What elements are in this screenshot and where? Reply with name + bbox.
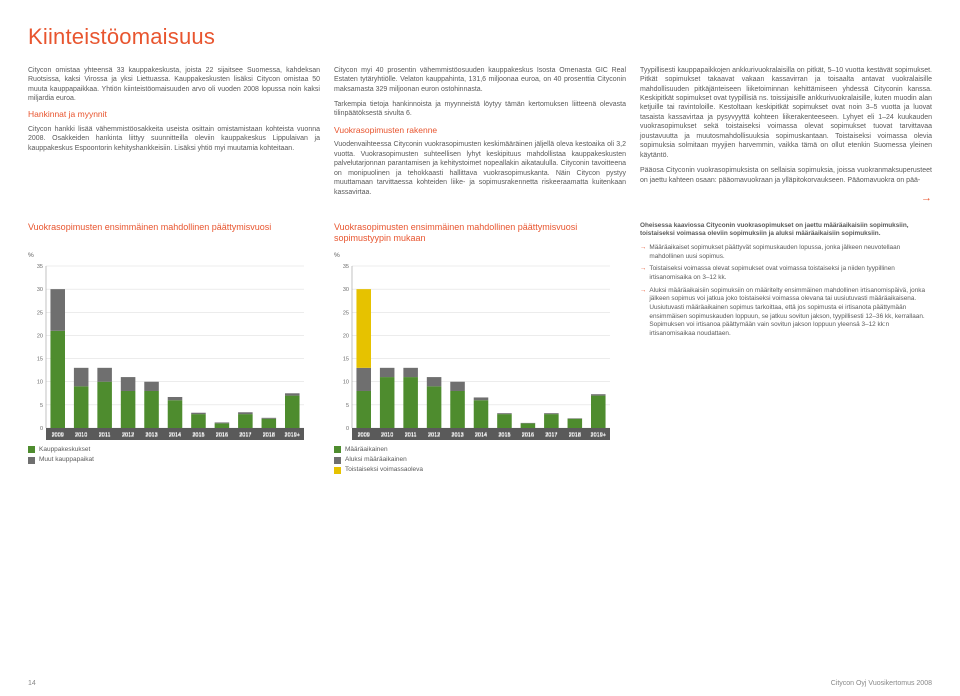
legend-label: Toistaiseksi voimassaoleva (345, 466, 423, 475)
svg-text:25: 25 (37, 310, 43, 316)
legend-item: Muut kauppapaikat (28, 456, 320, 465)
arrow-icon: → (640, 244, 646, 261)
svg-text:2011: 2011 (99, 432, 111, 438)
legend-swatch (334, 457, 341, 464)
col3-p1: Tyypillisesti kauppapaikkojen ankkurivuo… (640, 66, 932, 160)
svg-text:2014: 2014 (169, 432, 181, 438)
col2-p1: Citycon myi 40 prosentin vähemmistöosuud… (334, 66, 626, 94)
svg-text:30: 30 (343, 287, 349, 293)
column-1: Citycon omistaa yhteensä 33 kauppakeskus… (28, 66, 320, 206)
footer-right: Citycon Oyj Vuosikertomus 2008 (831, 679, 932, 688)
col1-p1: Citycon omistaa yhteensä 33 kauppakeskus… (28, 66, 320, 104)
text-columns: Citycon omistaa yhteensä 33 kauppakeskus… (28, 66, 932, 206)
chart2-block: Vuokrasopimusten ensimmäinen mahdollinen… (334, 222, 626, 477)
chart1-legend: KauppakeskuksetMuut kauppapaikat (28, 446, 320, 465)
sidebar-bullet: →Toistaiseksi voimassa olevat sopimukset… (640, 265, 932, 282)
svg-text:2018: 2018 (263, 432, 275, 438)
chart2-title: Vuokrasopimusten ensimmäinen mahdollinen… (334, 222, 626, 246)
legend-label: Määräaikainen (345, 446, 388, 455)
legend-swatch (28, 457, 35, 464)
legend-swatch (334, 446, 341, 453)
arrow-icon: → (640, 287, 646, 339)
svg-text:2015: 2015 (192, 432, 204, 438)
svg-text:20: 20 (343, 333, 349, 339)
page-title: Kiinteistöomaisuus (28, 22, 932, 52)
svg-text:15: 15 (343, 356, 349, 362)
svg-text:2015: 2015 (498, 432, 510, 438)
svg-text:2012: 2012 (428, 432, 440, 438)
svg-text:2019+: 2019+ (591, 432, 606, 438)
legend-label: Muut kauppapaikat (39, 456, 94, 465)
svg-text:2010: 2010 (381, 432, 393, 438)
chart1-yunit: % (28, 252, 320, 261)
legend-item: Aluksi määräaikainen (334, 456, 626, 465)
svg-text:2013: 2013 (145, 432, 157, 438)
svg-text:15: 15 (37, 356, 43, 362)
chart1-block: Vuokrasopimusten ensimmäinen mahdollinen… (28, 222, 320, 477)
svg-text:2014: 2014 (475, 432, 487, 438)
continuation-arrow-icon: → (640, 191, 932, 206)
chart2-legend: MääräaikainenAluksi määräaikainenToistai… (334, 446, 626, 475)
legend-item: Toistaiseksi voimassaoleva (334, 466, 626, 475)
sidebar-items: →Määräaikaiset sopimukset päättyvät sopi… (640, 244, 932, 338)
legend-label: Aluksi määräaikainen (345, 456, 407, 465)
page-number: 14 (28, 679, 36, 688)
chart1-title: Vuokrasopimusten ensimmäinen mahdollinen… (28, 222, 320, 246)
sidebar-bullet-text: Toistaiseksi voimassa olevat sopimukset … (649, 265, 932, 282)
svg-text:35: 35 (37, 264, 43, 270)
svg-text:2010: 2010 (75, 432, 87, 438)
arrow-icon: → (640, 265, 646, 282)
column-3: Tyypillisesti kauppapaikkojen ankkurivuo… (640, 66, 932, 206)
svg-text:2019+: 2019+ (285, 432, 300, 438)
col1-p2: Citycon hankki lisää vähemmistöosakkeita… (28, 125, 320, 153)
column-2: Citycon myi 40 prosentin vähemmistöosuud… (334, 66, 626, 206)
legend-item: Määräaikainen (334, 446, 626, 455)
sidebar-p1: Oheisessa kaaviossa Cityconin vuokrasopi… (640, 222, 932, 239)
page-footer: 14 Citycon Oyj Vuosikertomus 2008 (28, 679, 932, 688)
chart2-yunit: % (334, 252, 626, 261)
sidebar-notes: Oheisessa kaaviossa Cityconin vuokrasopi… (640, 222, 932, 477)
svg-text:2017: 2017 (545, 432, 557, 438)
svg-text:5: 5 (346, 402, 349, 408)
svg-text:0: 0 (346, 426, 349, 432)
chart1-svg: 0 5 10 15 20 25 30 35 2009 2010 2011 2012 2013 2014 20… (28, 262, 320, 442)
svg-text:2009: 2009 (52, 432, 64, 438)
charts-row: Vuokrasopimusten ensimmäinen mahdollinen… (28, 222, 932, 477)
svg-text:10: 10 (37, 379, 43, 385)
svg-text:2017: 2017 (239, 432, 251, 438)
sidebar-bullet: →Aluksi määräaikaisiin sopimuksiin on mä… (640, 287, 932, 339)
svg-text:0: 0 (40, 426, 43, 432)
svg-text:5: 5 (40, 402, 43, 408)
svg-text:2016: 2016 (522, 432, 534, 438)
svg-text:2013: 2013 (451, 432, 463, 438)
svg-text:35: 35 (343, 264, 349, 270)
col2-subhead: Vuokrasopimusten rakenne (334, 125, 626, 136)
col1-subhead: Hankinnat ja myynnit (28, 109, 320, 120)
svg-text:25: 25 (343, 310, 349, 316)
svg-text:10: 10 (343, 379, 349, 385)
legend-label: Kauppakeskukset (39, 446, 90, 455)
svg-text:2012: 2012 (122, 432, 134, 438)
legend-swatch (334, 467, 341, 474)
legend-item: Kauppakeskukset (28, 446, 320, 455)
sidebar-bullet-text: Määräaikaiset sopimukset päättyvät sopim… (649, 244, 932, 261)
sidebar-bullet-text: Aluksi määräaikaisiin sopimuksiin on mää… (649, 287, 932, 339)
sidebar-bullet: →Määräaikaiset sopimukset päättyvät sopi… (640, 244, 932, 261)
svg-text:20: 20 (37, 333, 43, 339)
svg-text:2018: 2018 (569, 432, 581, 438)
svg-text:2011: 2011 (405, 432, 417, 438)
svg-text:2016: 2016 (216, 432, 228, 438)
svg-text:30: 30 (37, 287, 43, 293)
legend-swatch (28, 446, 35, 453)
svg-text:2009: 2009 (358, 432, 370, 438)
chart2-svg: 0 5 10 15 20 25 30 35 2009 2010 2011 2012 2013 2014 20… (334, 262, 626, 442)
col2-p2: Tarkempia tietoja hankinnoista ja myynne… (334, 100, 626, 119)
col3-p2: Pääosa Cityconin vuokrasopimuksista on s… (640, 166, 932, 185)
col2-p3: Vuodenvaihteessa Cityconin vuokrasopimus… (334, 140, 626, 197)
